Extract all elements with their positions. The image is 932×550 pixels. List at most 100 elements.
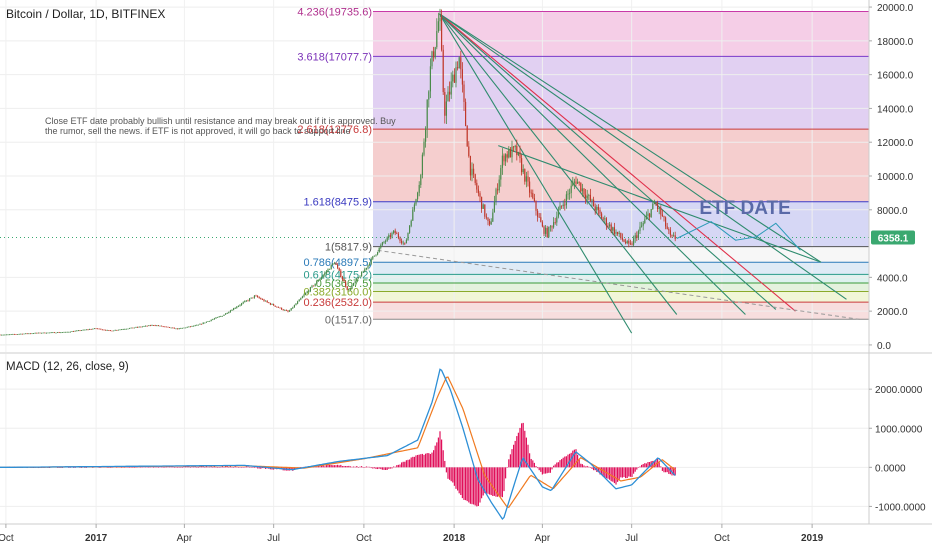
candle-body	[61, 332, 63, 333]
candle-body	[178, 328, 180, 330]
macd-histogram-bar	[205, 466, 207, 468]
candle-body	[239, 304, 241, 306]
macd-histogram-bar	[581, 464, 583, 468]
macd-histogram-bar	[127, 467, 129, 468]
macd-histogram-bar	[244, 466, 246, 468]
candle-body	[105, 329, 107, 331]
macd-histogram-bar	[674, 467, 676, 476]
macd-histogram-bar	[375, 467, 377, 470]
macd-histogram-bar	[591, 467, 593, 469]
macd-histogram-bar	[141, 466, 143, 468]
candle-body	[340, 270, 342, 277]
candle-body	[221, 315, 223, 317]
candle-body	[393, 230, 395, 234]
macd-histogram-bar	[349, 466, 351, 468]
macd-histogram-bar	[588, 466, 590, 468]
macd-histogram-bar	[508, 459, 510, 468]
candle-body	[386, 237, 388, 241]
candle-body	[361, 272, 363, 277]
candle-body	[553, 222, 555, 228]
macd-histogram-bar	[221, 466, 223, 468]
candle-body	[169, 327, 171, 328]
candle-body	[309, 287, 311, 292]
macd-histogram-bar	[103, 467, 105, 468]
candle-body	[436, 31, 438, 48]
candle-body	[161, 325, 163, 327]
macd-histogram-bar	[533, 462, 535, 468]
candle-body	[445, 101, 447, 116]
candle-body	[509, 148, 511, 158]
candle-body	[132, 327, 134, 329]
macd-histogram-bar	[241, 467, 243, 468]
candle-body	[449, 91, 451, 95]
candle-body	[215, 317, 217, 319]
macd-histogram-bar	[351, 466, 353, 468]
macd-histogram-bar	[84, 467, 86, 468]
price-tick-label: 0.0	[877, 341, 891, 352]
candle-body	[20, 333, 22, 335]
candle-body	[66, 331, 68, 333]
candle-body	[665, 217, 667, 227]
candle-body	[506, 154, 508, 158]
candle-body	[343, 279, 345, 282]
macd-histogram-bar	[484, 467, 486, 494]
macd-histogram-bar	[157, 467, 159, 468]
macd-histogram-bar	[642, 464, 644, 468]
candle-body	[293, 305, 295, 308]
macd-histogram-bar	[417, 454, 419, 468]
candle-body	[93, 328, 95, 330]
macd-histogram-bar	[647, 461, 649, 468]
macd-histogram-bar	[572, 450, 574, 468]
macd-histogram-bar	[341, 466, 343, 468]
macd-histogram-bar	[473, 467, 475, 505]
macd-histogram-bar	[513, 444, 515, 468]
candle-body	[241, 303, 243, 305]
candle-body	[314, 283, 316, 286]
macd-histogram-bar	[170, 466, 172, 468]
macd-histogram-bar	[545, 467, 547, 474]
candle-body	[615, 231, 617, 234]
macd-histogram-bar	[439, 431, 441, 468]
candle-body	[68, 331, 70, 333]
macd-histogram-bar	[210, 466, 212, 468]
macd-histogram-bar	[437, 437, 439, 468]
macd-histogram-bar	[548, 467, 550, 473]
candle-body	[474, 174, 476, 183]
macd-histogram-bar	[639, 466, 641, 468]
candle-body	[498, 179, 500, 191]
macd-histogram-bar	[444, 460, 446, 468]
candle-body	[207, 321, 209, 322]
candle-body	[148, 325, 150, 327]
macd-histogram-bar	[245, 466, 247, 468]
candle-body	[597, 206, 599, 210]
macd-histogram-bar	[253, 467, 255, 468]
candle-body	[583, 188, 585, 195]
macd-histogram-bar	[217, 467, 219, 468]
candle-body	[170, 327, 172, 329]
candle-body	[173, 327, 175, 329]
candle-body	[141, 326, 143, 328]
candle-body	[658, 207, 660, 210]
candle-body	[49, 332, 51, 334]
candle-body	[417, 192, 419, 200]
macd-histogram-bar	[489, 467, 491, 495]
candle-body	[345, 281, 347, 287]
macd-histogram-bar	[663, 467, 665, 473]
candle-body	[372, 256, 374, 259]
candle-body	[431, 51, 433, 67]
macd-histogram-bar	[457, 467, 459, 491]
macd-histogram-bar	[418, 454, 420, 468]
candle-body	[489, 220, 491, 225]
fib-zone	[373, 282, 869, 292]
candle-body	[100, 328, 102, 330]
macd-histogram-bar	[535, 466, 537, 468]
candle-body	[481, 196, 483, 209]
candle-body	[525, 176, 527, 182]
candle-body	[193, 325, 195, 327]
macd-histogram-bar	[372, 467, 374, 469]
candle-body	[183, 327, 185, 329]
price-tick-label: 18000.0	[877, 37, 914, 48]
candle-body	[253, 295, 255, 298]
macd-histogram-bar	[399, 464, 401, 468]
candle-body	[621, 237, 623, 240]
